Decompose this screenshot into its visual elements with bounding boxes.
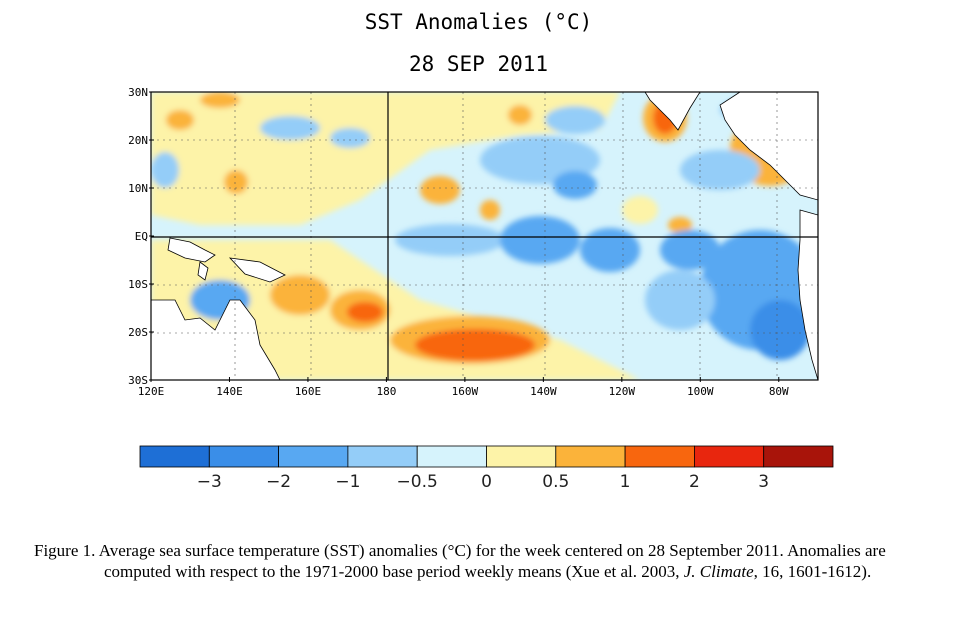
anomaly-field <box>151 92 818 380</box>
map-date: 28 SEP 2011 <box>408 52 549 76</box>
colorbar-swatch <box>416 445 487 468</box>
lon-label: 80W <box>769 385 789 398</box>
lat-label: 20S <box>128 326 148 339</box>
lon-label: 100W <box>687 385 714 398</box>
lon-label: 160E <box>295 385 322 398</box>
latitude-labels: 30N 20N 10N EQ 10S 20S 30S <box>128 86 154 387</box>
lon-label: 120E <box>138 385 165 398</box>
colorbar-swatch <box>624 445 695 468</box>
lat-label: 10N <box>128 182 148 195</box>
caption-volume: 16 <box>762 562 780 581</box>
longitude-labels: 120E 140E 160E 180 160W 140W 120W 100W 80W <box>138 377 789 398</box>
colorbar-label: 0 <box>481 472 492 492</box>
figure-caption: Figure 1. Average sea surface temperatur… <box>34 541 886 581</box>
colorbar <box>139 445 834 468</box>
lon-label: 160W <box>452 385 479 398</box>
map-title: SST Anomalies (°C) <box>364 10 593 34</box>
colorbar-swatch <box>763 445 834 468</box>
colorbar-label: 0.5 <box>542 472 569 492</box>
colorbar-swatch <box>486 445 557 468</box>
lat-label: 20N <box>128 134 148 147</box>
colorbar-label: −3 <box>197 472 222 492</box>
colorbar-label: 1 <box>620 472 631 492</box>
lat-label: 30S <box>128 374 148 387</box>
colorbar-label: 3 <box>758 472 769 492</box>
colorbar-swatch <box>208 445 280 468</box>
colorbar-swatch <box>555 445 626 468</box>
caption-text-end: , 1601-1612). <box>779 562 872 581</box>
colorbar-label: 2 <box>689 472 700 492</box>
lat-label: 10S <box>128 278 148 291</box>
lon-label: 140E <box>216 385 243 398</box>
lat-label: EQ <box>135 230 148 243</box>
caption-journal: J. Climate <box>683 562 754 581</box>
colorbar-swatch <box>694 445 765 468</box>
lat-label: 30N <box>128 86 148 99</box>
colorbar-label: −2 <box>266 472 291 492</box>
lon-label: 180 <box>376 385 396 398</box>
colorbar-label: −1 <box>335 472 360 492</box>
lon-label: 120W <box>609 385 636 398</box>
land-masses <box>151 92 818 380</box>
colorbar-swatch <box>139 445 210 468</box>
colorbar-swatch <box>347 445 418 468</box>
colorbar-labels: −3 −2 −1 −0.5 0 0.5 1 2 3 <box>197 472 769 492</box>
colorbar-swatch <box>278 445 349 468</box>
graticule <box>151 92 818 380</box>
lon-label: 140W <box>530 385 557 398</box>
colorbar-label: −0.5 <box>397 472 438 492</box>
caption-text: Figure 1. Average sea surface temperatur… <box>34 541 886 581</box>
